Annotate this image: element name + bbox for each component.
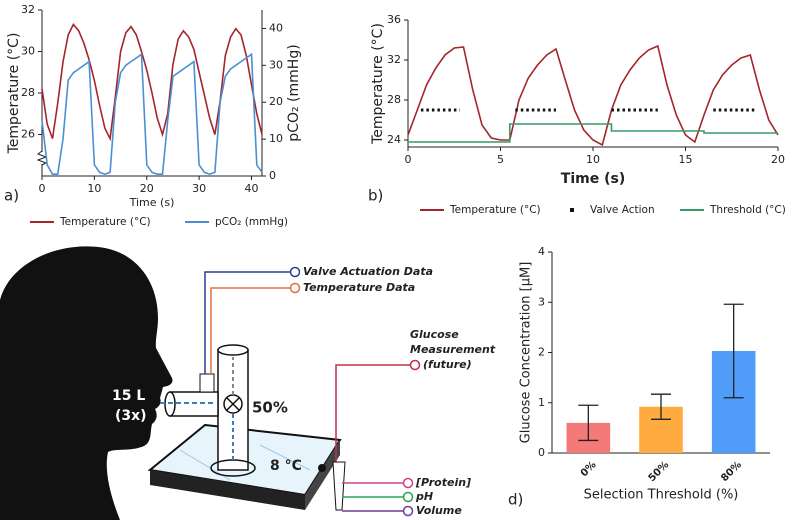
x-axis-label: Time (s) xyxy=(129,196,175,209)
wire xyxy=(335,364,410,462)
tray-side xyxy=(150,470,305,510)
connector xyxy=(402,477,414,489)
axis-break xyxy=(36,150,48,166)
diagram-label: Measurement xyxy=(410,343,496,356)
wire xyxy=(204,271,290,374)
ice-line xyxy=(259,444,311,471)
series-line xyxy=(408,123,778,143)
connector xyxy=(409,359,421,371)
x-tick-label: 30 xyxy=(192,182,206,195)
x-tick-label: 40 xyxy=(245,182,259,195)
wire xyxy=(210,287,290,374)
legend-label: Valve Action xyxy=(590,204,655,216)
series-line xyxy=(407,44,779,147)
diagram-label: Volume xyxy=(416,504,462,517)
x-tick-label: 80% xyxy=(719,459,744,484)
diagram-label: (future) xyxy=(423,358,472,371)
sensor-box xyxy=(199,373,215,393)
series-line xyxy=(41,23,263,142)
x-axis-label: Selection Threshold (%) xyxy=(584,488,739,503)
legend-label: Temperature (°C) xyxy=(449,204,541,216)
x-tick-label: 5 xyxy=(497,153,504,166)
panel-label: a) xyxy=(4,187,19,205)
legend-label: Temperature (°C) xyxy=(59,216,151,228)
sensor-dot xyxy=(318,464,326,472)
head-silhouette xyxy=(0,246,173,520)
pipe-end xyxy=(217,344,249,356)
y-tick-label: 3 xyxy=(538,295,545,308)
y-tick-label: 26 xyxy=(21,128,35,141)
y-axis-label: Temperature (°C) xyxy=(6,33,22,155)
x-tick-label: 0% xyxy=(579,459,599,479)
y2-tick-label: 40 xyxy=(269,21,283,34)
x-axis-label: Time (s) xyxy=(561,171,625,187)
connector xyxy=(402,505,414,517)
y-tick-label: 28 xyxy=(387,93,401,106)
y2-tick-label: 20 xyxy=(269,95,283,108)
y-tick-label: 0 xyxy=(538,446,545,459)
tray-side xyxy=(305,440,340,510)
diagram-label: Glucose xyxy=(410,328,459,341)
connector xyxy=(289,266,301,278)
y-tick-label: 36 xyxy=(387,13,401,26)
x-tick-label: 15 xyxy=(679,153,693,166)
y2-tick-label: 0 xyxy=(269,169,276,182)
diagram: Valve Actuation Data Temperature Data Gl… xyxy=(0,246,496,520)
y-tick-label: 28 xyxy=(21,86,35,99)
y-tick-label: 24 xyxy=(387,133,401,146)
x-tick-label: 20 xyxy=(771,153,785,166)
diagram-label: [Protein] xyxy=(415,476,471,489)
diagram-label: 15 L xyxy=(112,388,145,404)
y-tick-label: 32 xyxy=(21,3,35,16)
connector xyxy=(289,282,301,294)
legend-label: pCO₂ (mmHg) xyxy=(215,216,288,228)
y-tick-label: 30 xyxy=(21,45,35,58)
legend-label: Threshold (°C) xyxy=(709,204,786,216)
x-tick-label: 10 xyxy=(87,182,101,195)
y-tick-label: 1 xyxy=(538,396,545,409)
y2-tick-label: 30 xyxy=(269,58,283,71)
diagram-label: pH xyxy=(415,490,433,503)
diagram-label: 50% xyxy=(252,399,288,417)
y-tick-label: 32 xyxy=(387,53,401,66)
legend-swatch xyxy=(570,208,574,212)
y-tick-label: 2 xyxy=(538,346,545,359)
y2-tick-label: 10 xyxy=(269,132,283,145)
sample-tube xyxy=(332,461,346,511)
error-bar xyxy=(578,404,599,442)
x-tick-label: 0 xyxy=(39,182,46,195)
diagram-label: Valve Actuation Data xyxy=(303,265,433,278)
y-axis-label: Temperature (°C) xyxy=(370,23,386,145)
y2-axis-label: pCO₂ (mmHg) xyxy=(286,44,302,141)
x-tick-label: 0 xyxy=(405,153,412,166)
error-bar xyxy=(723,303,744,399)
error-bar xyxy=(651,393,671,420)
x-tick-label: 20 xyxy=(140,182,154,195)
x-tick-label: 10 xyxy=(586,153,600,166)
diagram-label: 8 °C xyxy=(270,458,302,474)
valve-cross xyxy=(226,397,240,411)
x-tick-label: 50% xyxy=(647,459,672,484)
y-tick-label: 4 xyxy=(538,245,545,258)
connector xyxy=(402,491,414,503)
panel-label: b) xyxy=(368,187,383,205)
diagram-label: Temperature Data xyxy=(303,281,415,294)
diagram-label: (3x) xyxy=(115,408,147,424)
panel-label: d) xyxy=(508,491,523,509)
y-axis-label: Glucose Concentration [µM] xyxy=(519,262,534,444)
series-line xyxy=(41,52,263,176)
